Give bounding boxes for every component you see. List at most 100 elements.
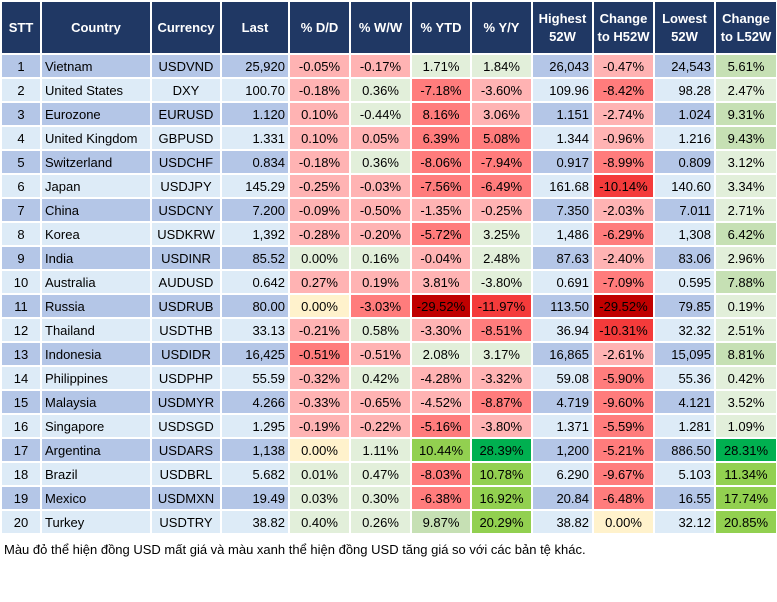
cell-currency: AUDUSD [150,269,222,295]
cell-chg-l: 2.47% [714,77,777,103]
cell-currency: USDVND [150,53,222,79]
cell-dd: 0.00% [288,245,351,271]
table-row: 11 Russia USDRUB 80.00 0.00% -3.03% -29.52% -11… [0,293,777,319]
table-row: 8 Korea USDKRW 1,392 -0.28% -0.20% -5.72% 3.25%… [0,221,777,247]
cell-last: 145.29 [220,173,290,199]
cell-yy: 20.29% [470,509,533,535]
header-ww: % W/W [349,0,412,55]
cell-yy: -3.32% [470,365,533,391]
cell-dd: 0.40% [288,509,351,535]
cell-dd: -0.09% [288,197,351,223]
cell-stt: 19 [0,485,42,511]
cell-high: 1.151 [531,101,594,127]
cell-last: 0.642 [220,269,290,295]
cell-dd: 0.00% [288,293,351,319]
cell-ytd: -0.04% [410,245,472,271]
cell-country: Malaysia [40,389,152,415]
cell-dd: -0.28% [288,221,351,247]
cell-chg-l: 2.96% [714,245,777,271]
cell-stt: 14 [0,365,42,391]
cell-high: 1,486 [531,221,594,247]
cell-chg-h: -0.96% [592,125,655,151]
cell-ytd: 1.71% [410,53,472,79]
cell-chg-h: -6.29% [592,221,655,247]
cell-high: 0.917 [531,149,594,175]
cell-dd: -0.18% [288,149,351,175]
cell-currency: USDJPY [150,173,222,199]
cell-last: 7.200 [220,197,290,223]
cell-chg-l: 7.88% [714,269,777,295]
cell-high: 161.68 [531,173,594,199]
cell-low: 55.36 [653,365,716,391]
cell-chg-h: -7.09% [592,269,655,295]
cell-chg-l: 20.85% [714,509,777,535]
cell-country: Japan [40,173,152,199]
cell-last: 1,392 [220,221,290,247]
table-row: 9 India USDINR 85.52 0.00% 0.16% -0.04% 2.48% 87… [0,245,777,271]
cell-stt: 9 [0,245,42,271]
cell-country: Argentina [40,437,152,463]
cell-high: 26,043 [531,53,594,79]
cell-ytd: -6.38% [410,485,472,511]
cell-country: Philippines [40,365,152,391]
cell-low: 24,543 [653,53,716,79]
cell-stt: 8 [0,221,42,247]
header-stt: STT [0,0,42,55]
cell-ytd: 2.08% [410,341,472,367]
cell-dd: -0.05% [288,53,351,79]
cell-chg-l: 11.34% [714,461,777,487]
cell-last: 85.52 [220,245,290,271]
cell-stt: 20 [0,509,42,535]
cell-ww: -3.03% [349,293,412,319]
cell-ww: 0.42% [349,365,412,391]
header-last: Last [220,0,290,55]
cell-high: 87.63 [531,245,594,271]
cell-stt: 2 [0,77,42,103]
cell-chg-h: -10.31% [592,317,655,343]
cell-country: China [40,197,152,223]
cell-low: 32.32 [653,317,716,343]
cell-currency: USDTRY [150,509,222,535]
cell-chg-h: -2.61% [592,341,655,367]
cell-yy: 10.78% [470,461,533,487]
cell-chg-l: 1.09% [714,413,777,439]
cell-ytd: 9.87% [410,509,472,535]
cell-low: 79.85 [653,293,716,319]
cell-ytd: 8.16% [410,101,472,127]
cell-yy: 2.48% [470,245,533,271]
cell-low: 16.55 [653,485,716,511]
table-row: 17 Argentina USDARS 1,138 0.00% 1.11% 10.44% 28… [0,437,777,463]
cell-low: 5.103 [653,461,716,487]
cell-stt: 18 [0,461,42,487]
cell-yy: 1.84% [470,53,533,79]
header-currency: Currency [150,0,222,55]
cell-ytd: -5.72% [410,221,472,247]
cell-dd: 0.01% [288,461,351,487]
cell-chg-h: -8.99% [592,149,655,175]
cell-ww: -0.51% [349,341,412,367]
cell-stt: 17 [0,437,42,463]
cell-low: 0.595 [653,269,716,295]
cell-low: 140.60 [653,173,716,199]
cell-last: 38.82 [220,509,290,535]
cell-currency: GBPUSD [150,125,222,151]
header-row: STT Country Currency Last% D/D% W/W% YTD% Y… [0,0,777,55]
cell-currency: USDARS [150,437,222,463]
cell-stt: 1 [0,53,42,79]
cell-low: 98.28 [653,77,716,103]
cell-chg-h: -2.40% [592,245,655,271]
cell-last: 100.70 [220,77,290,103]
cell-yy: -3.60% [470,77,533,103]
cell-ww: 0.58% [349,317,412,343]
cell-high: 7.350 [531,197,594,223]
table-row: 4 United Kingdom GBPUSD 1.331 0.10% 0.05% 6.39… [0,125,777,151]
table-row: 16 Singapore USDSGD 1.295 -0.19% -0.22% -5.16%… [0,413,777,439]
cell-stt: 10 [0,269,42,295]
cell-chg-h: -5.59% [592,413,655,439]
table-row: 12 Thailand USDTHB 33.13 -0.21% 0.58% -3.30% -8… [0,317,777,343]
cell-currency: USDCHF [150,149,222,175]
cell-high: 59.08 [531,365,594,391]
cell-ww: -0.17% [349,53,412,79]
cell-stt: 5 [0,149,42,175]
cell-country: Australia [40,269,152,295]
